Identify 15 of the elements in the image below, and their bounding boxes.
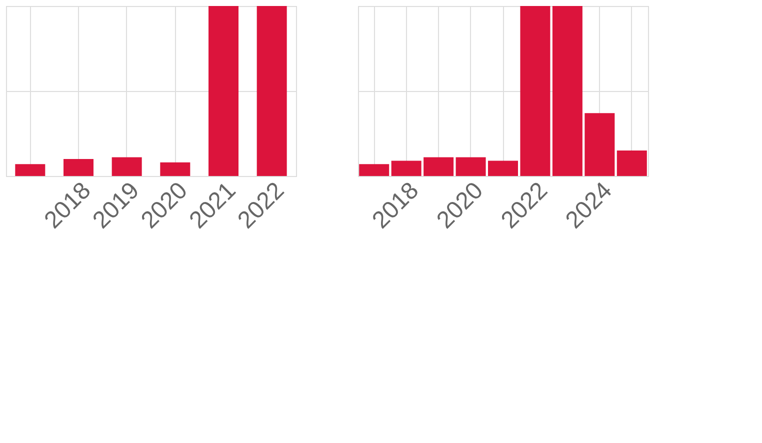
bar bbox=[359, 164, 390, 176]
bar bbox=[424, 157, 454, 176]
bar bbox=[584, 113, 615, 176]
bar bbox=[208, 6, 238, 176]
bar bbox=[391, 160, 422, 176]
bar bbox=[488, 160, 518, 176]
bar bbox=[456, 157, 486, 176]
bar bbox=[520, 6, 550, 176]
bar bbox=[15, 164, 46, 176]
bar bbox=[552, 6, 582, 176]
bar bbox=[64, 159, 94, 176]
bar bbox=[112, 157, 142, 176]
bar bbox=[256, 6, 287, 176]
bar bbox=[160, 162, 190, 176]
bar bbox=[616, 150, 647, 176]
